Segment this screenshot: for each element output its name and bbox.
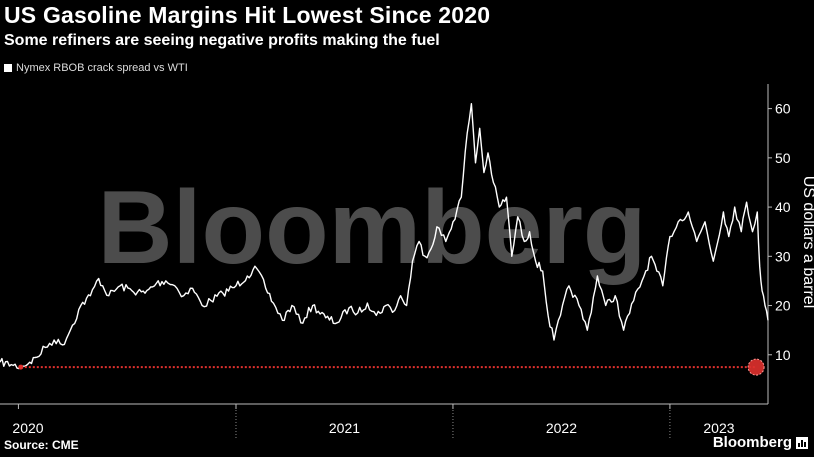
watermark: Bloomberg — [98, 170, 647, 286]
y-tick-label: 60 — [775, 101, 791, 117]
series-line-rbob-crack-spread — [0, 103, 769, 370]
reference-start-marker — [18, 364, 24, 370]
series-layer — [0, 103, 769, 370]
legend-swatch — [4, 64, 12, 72]
y-tick-label: 50 — [775, 150, 791, 166]
axes: 10 20 30 40 50 60 2020 2021 2022 2023 — [0, 84, 791, 438]
source-note: Source: CME — [4, 438, 79, 452]
x-tick-label: 2020 — [12, 420, 43, 436]
low-point-marker — [748, 359, 765, 376]
legend-label: Nymex RBOB crack spread vs WTI — [16, 62, 188, 74]
watermark-text: Bloomberg — [98, 170, 647, 286]
chart-subtitle: Some refiners are seeing negative profit… — [4, 32, 440, 49]
x-tick-label: 2021 — [329, 420, 360, 436]
low-point-marker-ring — [747, 358, 765, 376]
y-axis-label: US dollars a barrel — [800, 176, 814, 309]
y-tick-label: 40 — [775, 199, 791, 215]
x-tick-label: 2022 — [546, 420, 577, 436]
bar-chart-icon — [796, 436, 808, 449]
y-tick-label: 30 — [775, 248, 791, 264]
brand-name: Bloomberg — [712, 434, 792, 451]
brand-logo: Bloomberg — [713, 434, 808, 451]
reference-layer — [18, 358, 765, 376]
chart-title: US Gasoline Margins Hit Lowest Since 202… — [4, 2, 491, 28]
y-tick-label: 10 — [775, 347, 791, 363]
chart-legend: Nymex RBOB crack spread vs WTI — [4, 62, 188, 74]
x-tick-label: 2023 — [703, 420, 734, 436]
y-tick-label: 20 — [775, 298, 791, 314]
